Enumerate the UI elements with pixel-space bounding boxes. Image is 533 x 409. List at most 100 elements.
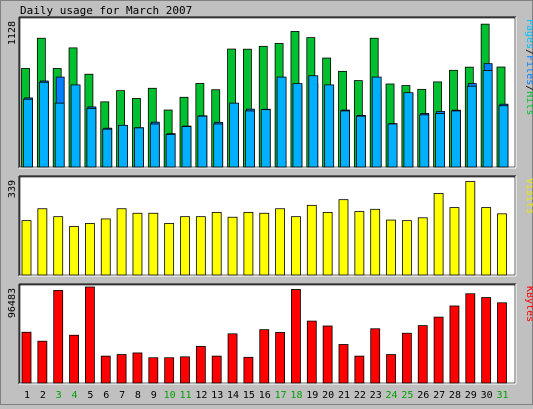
day-label-31: 31 xyxy=(496,390,508,401)
bar-pages-30 xyxy=(482,70,493,168)
bar-kbytes-28 xyxy=(449,305,460,384)
bar-kbytes-24 xyxy=(386,354,396,384)
bar-kbytes-29 xyxy=(465,293,476,384)
bar-kbytes-19 xyxy=(306,320,317,384)
bar-visits-5 xyxy=(85,223,95,276)
bar-visits-31 xyxy=(497,213,507,276)
day-label-9: 9 xyxy=(151,390,157,401)
bar-kbytes-17 xyxy=(275,332,286,384)
bar-kbytes-22 xyxy=(354,355,365,384)
bar-visits-21 xyxy=(338,199,349,276)
day-label-2: 2 xyxy=(40,390,46,401)
day-label-18: 18 xyxy=(290,390,302,401)
bar-visits-12 xyxy=(195,216,206,276)
bar-visits-3 xyxy=(53,216,64,276)
bar-pages-4 xyxy=(70,84,81,168)
bar-kbytes-5 xyxy=(85,286,95,384)
bar-kbytes-11 xyxy=(180,356,190,384)
bar-kbytes-26 xyxy=(417,325,428,384)
bar-visits-18 xyxy=(291,216,301,276)
day-label-11: 11 xyxy=(179,390,191,401)
legend-item: KBytes xyxy=(524,286,533,322)
bar-kbytes-9 xyxy=(148,357,159,384)
bar-pages-23 xyxy=(371,76,382,168)
bar-visits-23 xyxy=(370,208,381,276)
bar-visits-22 xyxy=(354,211,365,276)
bar-pages-18 xyxy=(292,83,303,168)
day-label-25: 25 xyxy=(401,390,413,401)
bar-visits-15 xyxy=(243,212,254,276)
ymax-label-visits: 339 xyxy=(7,180,18,198)
bar-pages-10 xyxy=(165,134,176,168)
bar-kbytes-25 xyxy=(401,332,412,384)
bar-visits-20 xyxy=(322,212,333,276)
day-label-13: 13 xyxy=(211,390,223,401)
chart-title: Daily usage for March 2007 xyxy=(20,4,192,17)
bar-kbytes-8 xyxy=(132,352,143,384)
legend-item: Pages xyxy=(524,19,533,49)
bar-visits-8 xyxy=(132,212,143,276)
bar-kbytes-23 xyxy=(370,328,381,384)
bar-pages-1 xyxy=(23,98,33,168)
legend-item: Hits xyxy=(524,91,533,115)
bar-visits-16 xyxy=(259,212,270,276)
bar-visits-24 xyxy=(386,219,396,276)
bar-kbytes-31 xyxy=(497,302,507,384)
bar-kbytes-13 xyxy=(211,355,222,384)
ymax-label-hits: 1128 xyxy=(7,21,18,45)
bar-visits-13 xyxy=(211,212,222,276)
bar-pages-13 xyxy=(213,123,224,168)
day-label-15: 15 xyxy=(243,390,255,401)
bar-kbytes-16 xyxy=(259,329,270,384)
bar-visits-17 xyxy=(275,208,286,276)
bar-pages-31 xyxy=(498,105,509,168)
bar-pages-22 xyxy=(355,115,366,168)
legend-kbytes: KBytes xyxy=(524,286,533,322)
bar-pages-26 xyxy=(419,114,430,168)
day-label-27: 27 xyxy=(433,390,445,401)
bar-kbytes-20 xyxy=(322,325,333,384)
bar-pages-15 xyxy=(244,110,255,168)
bar-visits-14 xyxy=(227,216,238,276)
bar-kbytes-6 xyxy=(100,355,111,384)
bar-pages-11 xyxy=(181,126,192,168)
bar-pages-21 xyxy=(340,110,350,168)
bar-pages-19 xyxy=(308,75,319,168)
bar-pages-28 xyxy=(451,110,461,168)
legend-item: Visits xyxy=(524,178,533,214)
bar-kbytes-18 xyxy=(291,289,301,384)
bar-pages-29 xyxy=(466,85,477,168)
bar-kbytes-21 xyxy=(338,344,349,384)
bar-kbytes-4 xyxy=(69,334,79,384)
bar-visits-11 xyxy=(180,216,190,276)
bar-visits-10 xyxy=(164,223,175,276)
bar-pages-8 xyxy=(134,127,144,168)
bar-pages-2 xyxy=(38,81,49,168)
bar-pages-27 xyxy=(435,113,446,168)
bar-pages-17 xyxy=(276,76,287,168)
bar-kbytes-2 xyxy=(37,340,48,384)
day-label-4: 4 xyxy=(72,390,78,401)
bar-visits-27 xyxy=(433,193,444,276)
bar-kbytes-14 xyxy=(227,333,238,384)
bar-visits-6 xyxy=(100,218,111,276)
day-label-23: 23 xyxy=(370,390,382,401)
day-label-19: 19 xyxy=(306,390,318,401)
legend-item: Files xyxy=(524,55,533,85)
bar-pages-20 xyxy=(324,84,335,168)
legend-item: / xyxy=(524,49,533,55)
bar-pages-25 xyxy=(403,92,414,168)
bar-kbytes-12 xyxy=(195,345,206,384)
bar-pages-3 xyxy=(54,102,65,168)
bar-visits-30 xyxy=(481,207,492,276)
bar-visits-29 xyxy=(465,181,476,276)
day-label-28: 28 xyxy=(449,390,461,401)
bar-visits-19 xyxy=(306,204,317,276)
day-label-29: 29 xyxy=(465,390,477,401)
day-label-7: 7 xyxy=(119,390,125,401)
bar-kbytes-1 xyxy=(21,331,32,384)
bar-kbytes-27 xyxy=(433,316,444,384)
bar-kbytes-10 xyxy=(164,357,175,384)
bar-visits-4 xyxy=(69,226,79,276)
